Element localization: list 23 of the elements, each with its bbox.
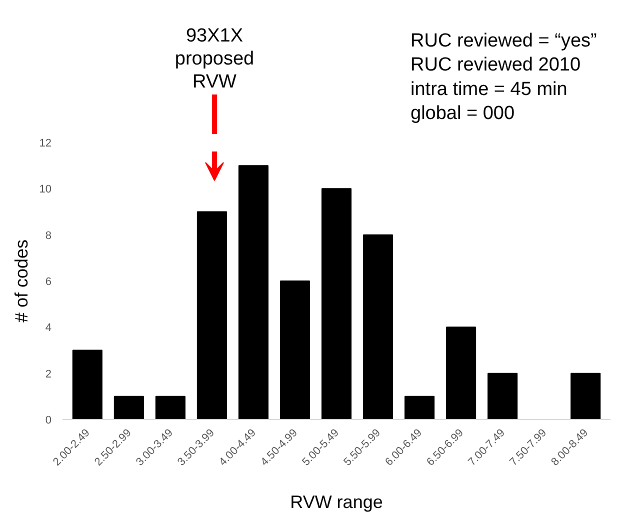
text: 93X1X proposed RVW: [174, 25, 254, 92]
y-tick-label: 12: [39, 138, 52, 150]
bar: [238, 165, 268, 420]
bar: [446, 326, 476, 420]
y-tick-label: 6: [45, 276, 52, 288]
y-axis-title: # of codes: [11, 239, 32, 323]
y-tick-label: 4: [45, 322, 52, 334]
bar: [570, 372, 601, 420]
x-axis-title: RVW range: [290, 492, 383, 512]
text: RUC reviewed = “yes” RUC reviewed 2010 intra time = 45 min global = 000: [410, 30, 597, 124]
y-tick-label: 2: [45, 368, 52, 380]
bar: [488, 372, 518, 420]
y-tick-label: 8: [45, 230, 52, 242]
y-tick-label: 0: [45, 414, 52, 426]
bar: [404, 396, 435, 420]
bar: [196, 211, 227, 420]
bar: [114, 396, 144, 420]
bar: [321, 188, 352, 420]
bar: [72, 350, 102, 420]
bar: [155, 396, 186, 420]
y-tick-label: 10: [39, 184, 52, 196]
bar: [362, 234, 394, 420]
bar: [280, 280, 310, 420]
